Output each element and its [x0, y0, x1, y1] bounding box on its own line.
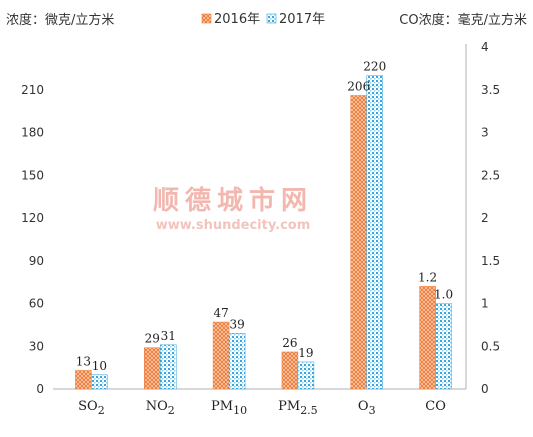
right-tick-label: 1.5: [481, 254, 500, 268]
left-tick-label: 60: [29, 297, 44, 311]
right-tick-label: 4: [481, 40, 489, 54]
bar-value-label: 39: [229, 317, 244, 331]
legend: 2016年 2017年: [201, 12, 325, 27]
category-label: O3: [358, 399, 376, 417]
right-tick-label: 0: [481, 382, 489, 396]
category-label-base: O: [358, 399, 369, 414]
left-axis-ticks: 0 30 60 90 120 150 180 210: [21, 83, 44, 396]
bar-value-label: 1.2: [418, 270, 437, 284]
bar-value-label: 31: [161, 329, 176, 343]
legend-swatch-2016: [201, 13, 212, 24]
category-label: PM10: [211, 399, 247, 417]
legend-label-2016: 2016年: [214, 12, 260, 27]
legend-swatch-2017: [266, 13, 277, 24]
left-axis-unit-label: 浓度：微克/立方米: [6, 12, 114, 28]
category-label-subscript: 2.5: [300, 404, 318, 417]
category-label: PM2.5: [278, 399, 318, 417]
right-axis-unit-label: CO浓度：毫克/立方米: [399, 12, 527, 28]
bar-2017: [228, 333, 246, 390]
category-label-base: PM: [211, 399, 233, 414]
bar-2016: [281, 351, 299, 390]
category-label-subscript: 3: [369, 404, 376, 417]
right-tick-label: 1: [481, 297, 489, 311]
right-tick-label: 0.5: [481, 339, 500, 353]
right-tick-label: 3.5: [481, 83, 500, 97]
bar-value-label: 1.0: [434, 288, 453, 302]
x-axis-labels: SO2 NO2 PM10 PM2.5 O3 CO: [78, 399, 446, 417]
bar-value-label: 29: [145, 332, 160, 346]
bar-value-label: 47: [213, 306, 228, 320]
left-tick-label: 30: [29, 339, 44, 353]
watermark-title: 顺德城市网: [153, 185, 313, 216]
category-label: NO2: [146, 399, 175, 417]
category-label: CO: [425, 399, 446, 414]
category-label-base: CO: [425, 399, 446, 414]
bars: [75, 75, 452, 390]
category-label-subscript: 2: [98, 404, 105, 417]
bar-2017: [160, 344, 177, 390]
watermark-url: www.shundecity.com: [156, 218, 311, 233]
right-tick-label: 2: [481, 211, 489, 225]
category-label-subscript: 2: [168, 404, 175, 417]
bar-value-label: 13: [76, 354, 91, 368]
category-label: SO2: [78, 399, 105, 417]
bar-value-label: 10: [92, 359, 107, 373]
left-tick-label: 210: [21, 83, 44, 97]
right-tick-label: 3: [481, 126, 489, 140]
category-label-base: NO: [146, 399, 168, 414]
left-tick-label: 180: [21, 126, 44, 140]
right-axis-ticks: 0 0.5 1 1.5 2 2.5 3 3.5 4: [481, 40, 500, 396]
right-tick-label: 2.5: [481, 168, 500, 182]
left-tick-label: 90: [29, 254, 44, 268]
bar-value-label: 19: [298, 346, 313, 360]
bar-2016: [144, 347, 161, 390]
bar-2017: [366, 75, 383, 390]
bar-2016: [212, 321, 230, 390]
bar-2016: [350, 95, 367, 390]
left-tick-label: 120: [21, 211, 44, 225]
category-label-base: PM: [278, 399, 300, 414]
left-tick-label: 0: [36, 382, 44, 396]
legend-label-2017: 2017年: [279, 12, 325, 27]
bar-2017: [91, 374, 108, 390]
bar-2017: [435, 303, 452, 390]
bar-2016: [419, 286, 436, 390]
bar-value-label: 26: [282, 336, 297, 350]
bar-value-label: 206: [347, 79, 370, 93]
category-label-subscript: 10: [233, 404, 247, 417]
left-tick-label: 150: [21, 168, 44, 182]
bar-2016: [75, 370, 92, 390]
bar-2017: [297, 361, 315, 390]
category-label-base: SO: [78, 399, 98, 414]
bar-value-label: 220: [363, 60, 386, 74]
